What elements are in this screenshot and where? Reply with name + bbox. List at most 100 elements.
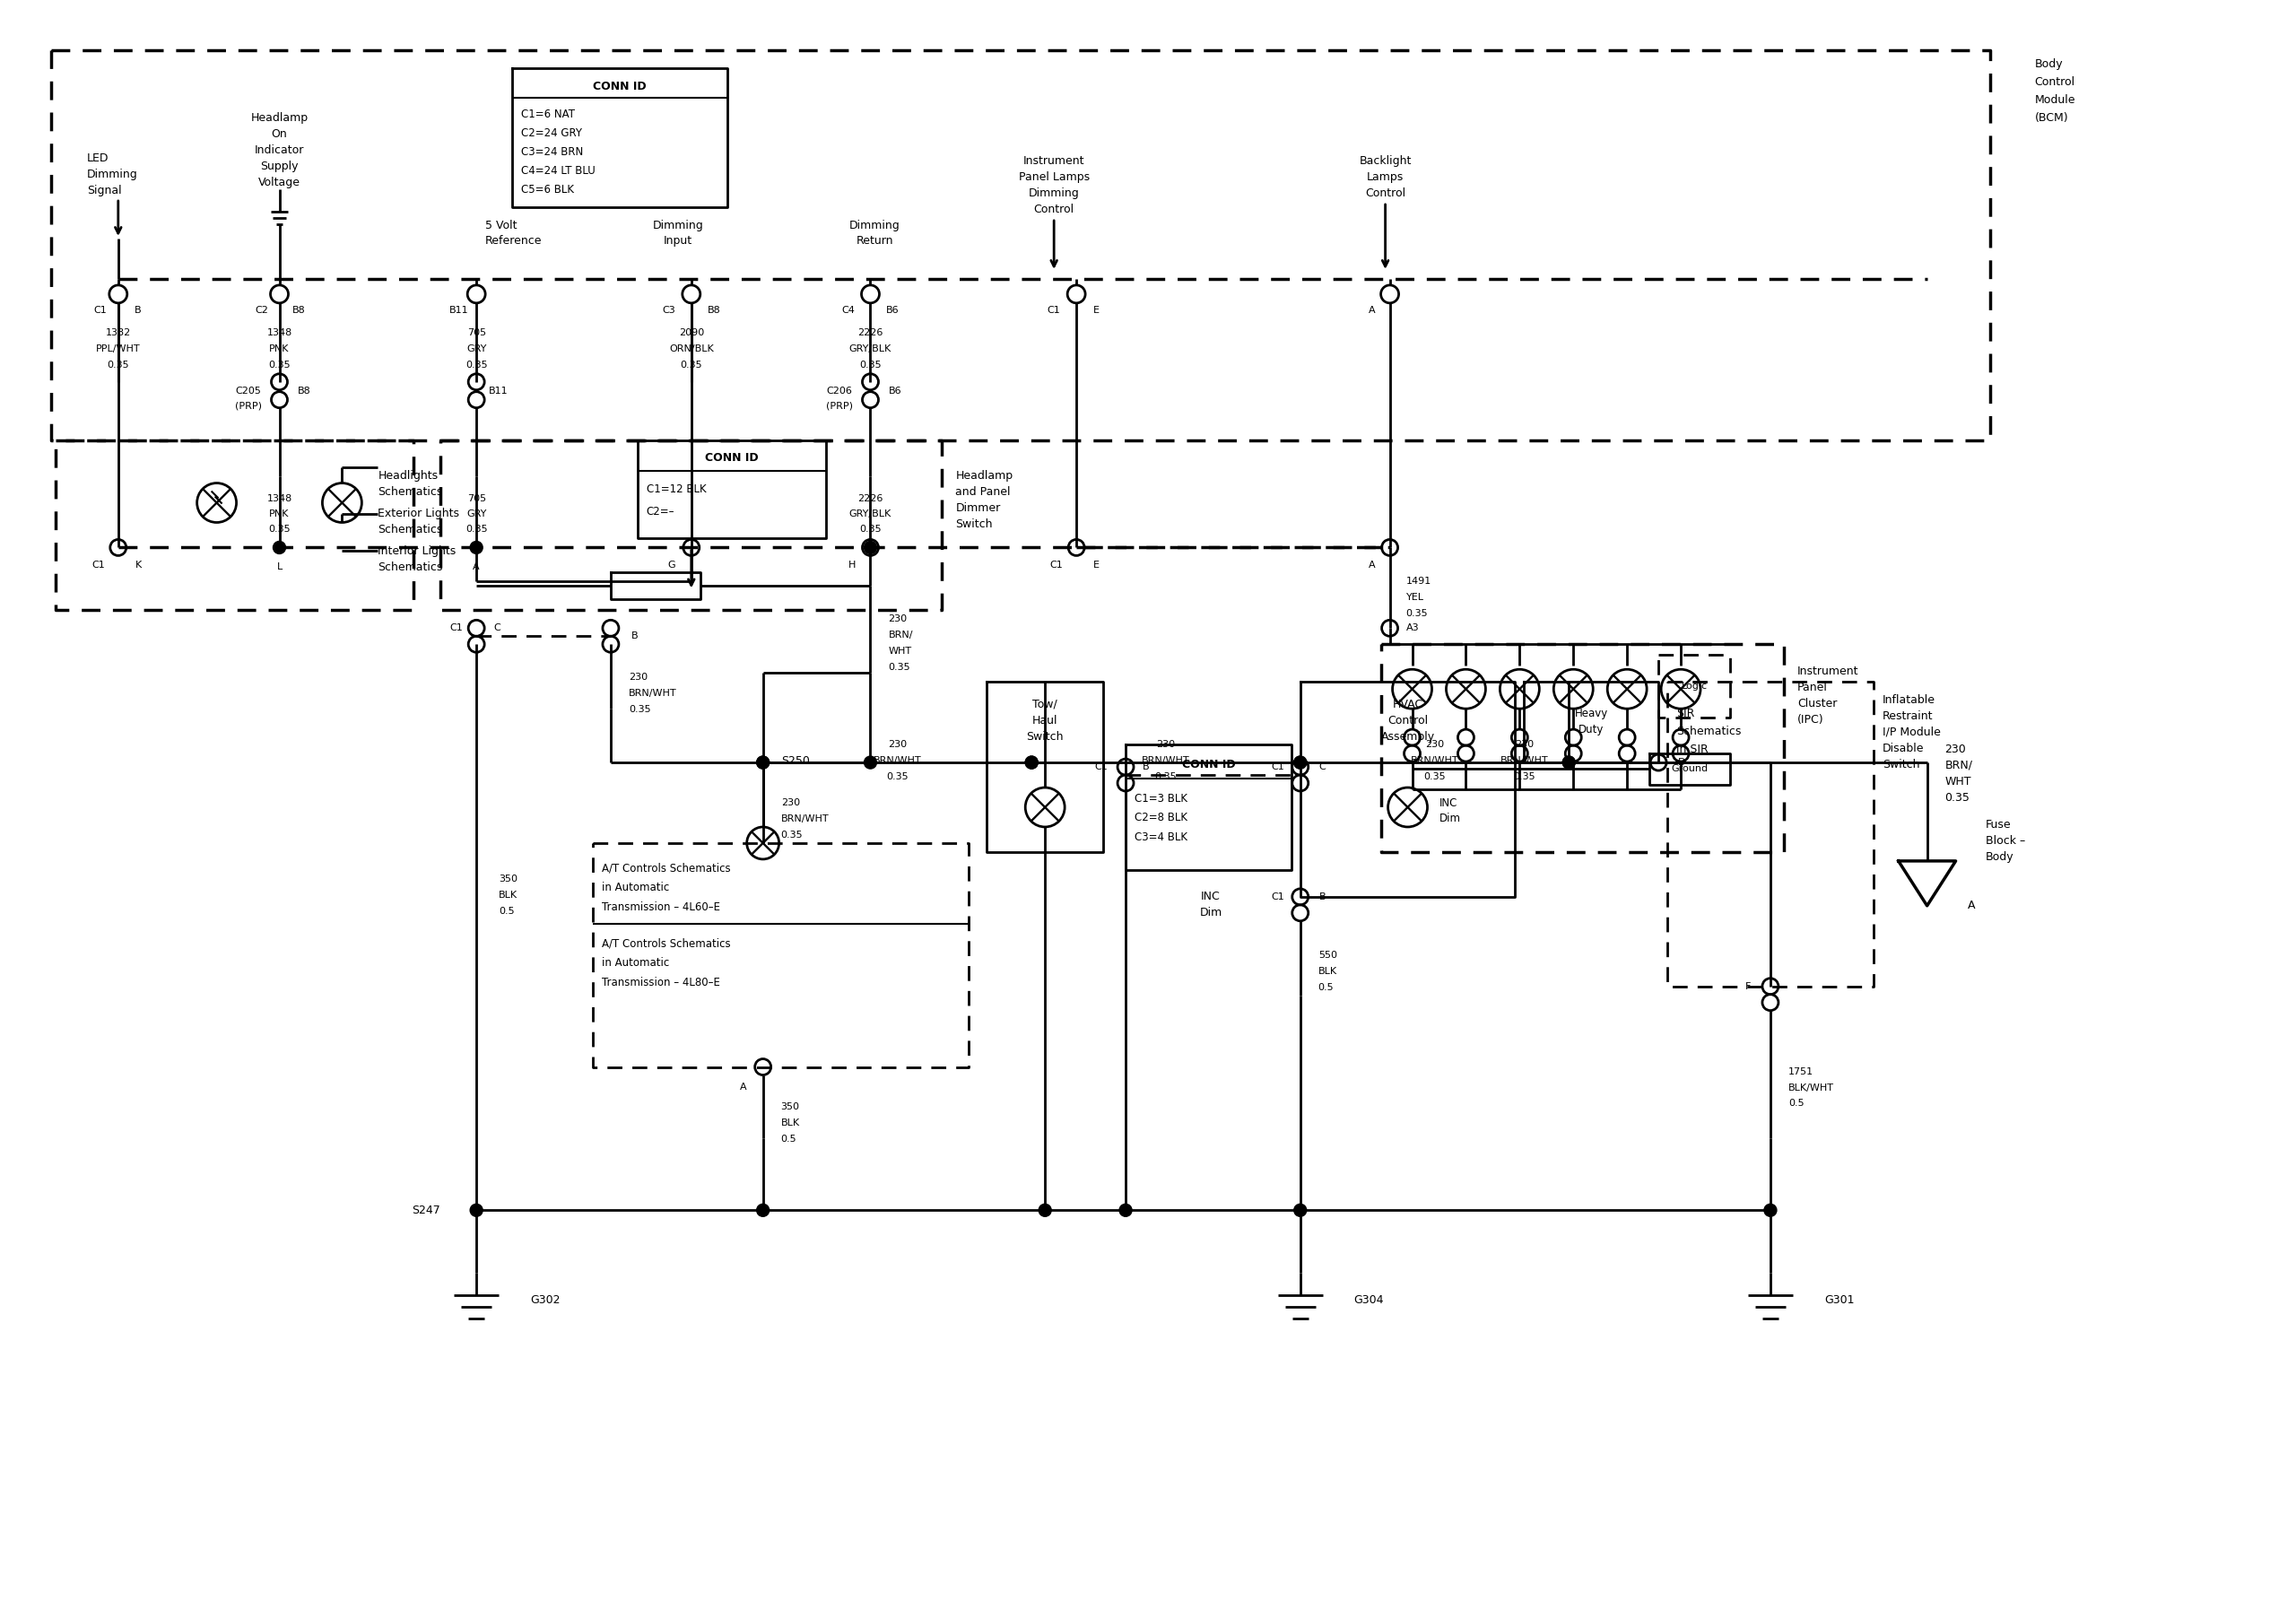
Text: 0.35: 0.35	[466, 361, 487, 369]
Text: C1: C1	[1095, 763, 1109, 771]
Text: Instrument: Instrument	[1024, 155, 1084, 166]
Text: B11: B11	[489, 386, 507, 396]
Text: CONN ID: CONN ID	[592, 80, 647, 92]
Text: 2226: 2226	[859, 328, 884, 336]
Circle shape	[1038, 1204, 1052, 1217]
Text: 230: 230	[889, 741, 907, 749]
Text: B6: B6	[889, 386, 902, 396]
Text: WHT: WHT	[889, 647, 912, 655]
Text: 0.5: 0.5	[1318, 982, 1334, 992]
Text: CONN ID: CONN ID	[705, 452, 758, 464]
Text: 0.35: 0.35	[859, 361, 882, 369]
Text: LED: LED	[87, 151, 108, 164]
Text: (BCM): (BCM)	[2034, 111, 2069, 124]
Text: A: A	[1368, 560, 1375, 570]
Text: 705: 705	[466, 494, 487, 502]
Circle shape	[1026, 757, 1038, 768]
Text: Switch: Switch	[1883, 758, 1919, 770]
Text: 0.35: 0.35	[859, 525, 882, 535]
Circle shape	[1295, 757, 1306, 768]
Text: 350: 350	[781, 1103, 799, 1113]
Text: Schematics: Schematics	[1676, 724, 1740, 737]
Text: B: B	[631, 631, 638, 641]
Text: (PRP): (PRP)	[234, 401, 262, 411]
Text: 0.5: 0.5	[781, 1135, 797, 1145]
Text: Control: Control	[1387, 715, 1428, 726]
Text: 0.5: 0.5	[1789, 1100, 1805, 1108]
Text: Cluster: Cluster	[1798, 697, 1837, 708]
Circle shape	[471, 541, 482, 554]
Text: Dim: Dim	[1440, 813, 1460, 824]
Text: A: A	[1968, 900, 1975, 911]
Text: A/T Controls Schematics: A/T Controls Schematics	[602, 863, 730, 874]
Text: B: B	[1320, 892, 1327, 902]
Text: C205: C205	[234, 386, 262, 396]
Text: Control: Control	[1366, 187, 1405, 198]
Text: HVAC: HVAC	[1391, 699, 1424, 710]
Text: B8: B8	[707, 306, 721, 314]
Text: C1: C1	[1049, 560, 1063, 570]
Text: C4: C4	[840, 306, 854, 314]
Text: Reference: Reference	[484, 235, 542, 246]
Text: A/T Controls Schematics: A/T Controls Schematics	[602, 937, 730, 950]
Text: BRN/: BRN/	[889, 631, 914, 639]
Text: L: L	[276, 564, 282, 572]
Text: 1382: 1382	[106, 328, 131, 336]
Text: C1: C1	[94, 306, 108, 314]
Text: Tow/: Tow/	[1033, 699, 1058, 710]
Text: Panel Lamps: Panel Lamps	[1019, 171, 1091, 182]
Text: C1=3 BLK: C1=3 BLK	[1134, 792, 1187, 803]
Text: 230: 230	[781, 799, 799, 807]
Text: G304: G304	[1355, 1294, 1384, 1306]
Text: 230: 230	[1426, 741, 1444, 749]
Text: in SIR: in SIR	[1676, 744, 1708, 755]
Circle shape	[758, 1204, 769, 1217]
Text: C1: C1	[92, 560, 106, 570]
Circle shape	[1763, 1204, 1777, 1217]
Text: Fuse: Fuse	[1986, 819, 2011, 831]
Text: A: A	[1368, 306, 1375, 314]
Text: 0.35: 0.35	[886, 773, 909, 781]
Text: C3=24 BRN: C3=24 BRN	[521, 147, 583, 158]
Text: C5=6 BLK: C5=6 BLK	[521, 184, 574, 195]
Text: Schematics: Schematics	[379, 486, 443, 497]
Text: Interior Lights: Interior Lights	[379, 546, 457, 557]
Text: PNK: PNK	[269, 345, 289, 353]
Text: I/P Module: I/P Module	[1883, 726, 1940, 737]
Text: D: D	[1678, 758, 1685, 766]
Text: Ground: Ground	[1671, 765, 1708, 773]
Text: CONN ID: CONN ID	[1182, 758, 1235, 770]
Text: 0.35: 0.35	[108, 361, 129, 369]
Text: E: E	[1093, 306, 1100, 314]
Text: in Automatic: in Automatic	[602, 882, 668, 894]
Text: Backlight: Backlight	[1359, 155, 1412, 166]
Circle shape	[758, 757, 769, 768]
Text: Dimming: Dimming	[1029, 187, 1079, 198]
Text: C1: C1	[1272, 892, 1283, 902]
Text: BRN/WHT: BRN/WHT	[1499, 757, 1548, 765]
Text: Dimming: Dimming	[87, 169, 138, 180]
Text: 0.35: 0.35	[1424, 773, 1446, 781]
Text: F: F	[1745, 982, 1752, 990]
Text: G302: G302	[530, 1294, 560, 1306]
Text: SIR: SIR	[1676, 707, 1694, 720]
Text: 0.35: 0.35	[629, 705, 650, 715]
Text: Heavy: Heavy	[1575, 707, 1607, 720]
Text: C1=6 NAT: C1=6 NAT	[521, 108, 574, 119]
Text: 2090: 2090	[680, 328, 705, 336]
Text: BRN/WHT: BRN/WHT	[1141, 757, 1189, 765]
Text: Block –: Block –	[1986, 836, 2025, 847]
Text: C3=4 BLK: C3=4 BLK	[1134, 832, 1187, 844]
Text: 2226: 2226	[859, 494, 884, 502]
Text: 1751: 1751	[1789, 1067, 1814, 1075]
Circle shape	[863, 541, 877, 554]
Text: Headlamp: Headlamp	[250, 111, 308, 124]
Text: Panel: Panel	[1798, 681, 1828, 692]
Text: Haul: Haul	[1033, 715, 1058, 726]
Text: 0.35: 0.35	[269, 525, 289, 535]
Text: 0.35: 0.35	[466, 525, 487, 535]
Text: Module: Module	[2034, 93, 2076, 106]
Text: 0.35: 0.35	[680, 361, 703, 369]
Text: WHT: WHT	[1945, 776, 1972, 787]
Text: Duty: Duty	[1580, 723, 1605, 736]
